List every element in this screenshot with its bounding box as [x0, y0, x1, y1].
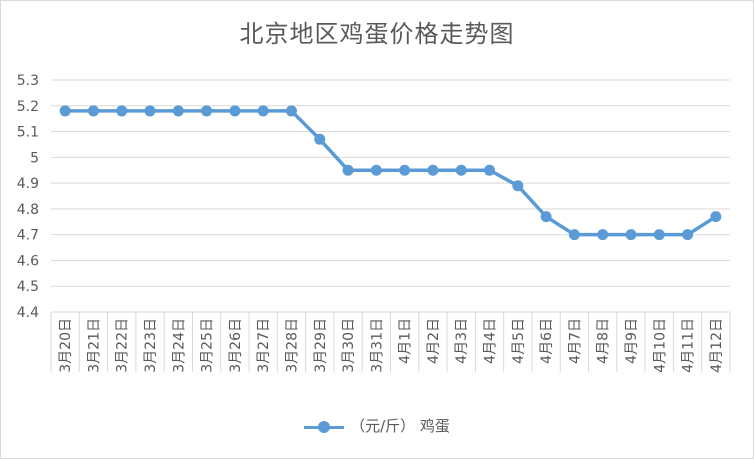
data-point [682, 229, 694, 241]
x-tick-label: 3月21日 [86, 318, 102, 373]
y-tick-label: 4.9 [17, 176, 39, 192]
x-tick-label: 3月29日 [313, 318, 329, 373]
data-point [427, 164, 439, 176]
x-tick-label: 4月4日 [483, 318, 499, 364]
y-tick-label: 5.1 [17, 125, 39, 141]
data-point [285, 105, 297, 117]
data-point [370, 164, 382, 176]
x-tick-label: 4月10日 [652, 318, 668, 373]
legend-label: （元/斤） 鸡蛋 [350, 417, 450, 435]
y-tick-label: 5.3 [17, 73, 39, 89]
data-point [653, 229, 665, 241]
data-point [144, 105, 156, 117]
chart-title: 北京地区鸡蛋价格走势图 [239, 20, 515, 48]
x-tick-label: 4月12日 [709, 318, 725, 373]
y-tick-label: 5 [30, 150, 39, 166]
data-point [540, 211, 552, 223]
data-point [455, 164, 467, 176]
x-tick-label: 4月5日 [511, 318, 527, 364]
data-point [87, 105, 99, 117]
y-tick-label: 4.4 [17, 305, 39, 321]
x-tick-label: 4月3日 [454, 318, 470, 364]
data-point [342, 164, 354, 176]
x-tick-label: 3月28日 [284, 318, 300, 373]
data-point [399, 164, 411, 176]
x-tick-label: 4月11日 [681, 318, 697, 373]
x-tick-label: 3月26日 [228, 318, 244, 373]
legend-line-marker [304, 420, 345, 434]
x-tick-label: 3月24日 [171, 318, 187, 373]
data-point [484, 164, 496, 176]
legend: （元/斤） 鸡蛋 [0, 415, 754, 436]
x-tick-label: 3月31日 [369, 318, 385, 373]
data-point [257, 105, 269, 117]
data-point [201, 105, 213, 117]
data-point [597, 229, 609, 241]
y-tick-label: 4.8 [17, 202, 39, 218]
y-tick-label: 4.5 [17, 279, 39, 295]
data-point [625, 229, 637, 241]
x-tick-label: 3月27日 [256, 318, 272, 373]
y-tick-label: 4.7 [17, 228, 39, 244]
y-tick-label: 4.6 [17, 253, 39, 269]
x-tick-label: 3月22日 [115, 318, 131, 373]
x-tick-label: 3月25日 [200, 318, 216, 373]
data-point [229, 105, 241, 117]
x-tick-label: 3月20日 [58, 318, 74, 373]
data-point [172, 105, 184, 117]
series-line [65, 109, 717, 237]
y-tick-label: 5.2 [17, 99, 39, 115]
data-point [512, 180, 524, 192]
x-tick-label: 4月7日 [567, 318, 583, 364]
x-tick-label: 4月2日 [426, 318, 442, 364]
data-point [568, 229, 580, 241]
data-point [116, 105, 128, 117]
data-point [314, 133, 326, 145]
data-point [59, 105, 71, 117]
x-tick-label: 4月6日 [539, 318, 555, 364]
x-tick-label: 4月1日 [398, 318, 414, 364]
x-tick-label: 3月30日 [341, 318, 357, 373]
x-tick-label: 4月9日 [624, 318, 640, 364]
x-tick-label: 3月23日 [143, 318, 159, 373]
data-point [710, 211, 722, 223]
x-tick-label: 4月8日 [596, 318, 612, 364]
